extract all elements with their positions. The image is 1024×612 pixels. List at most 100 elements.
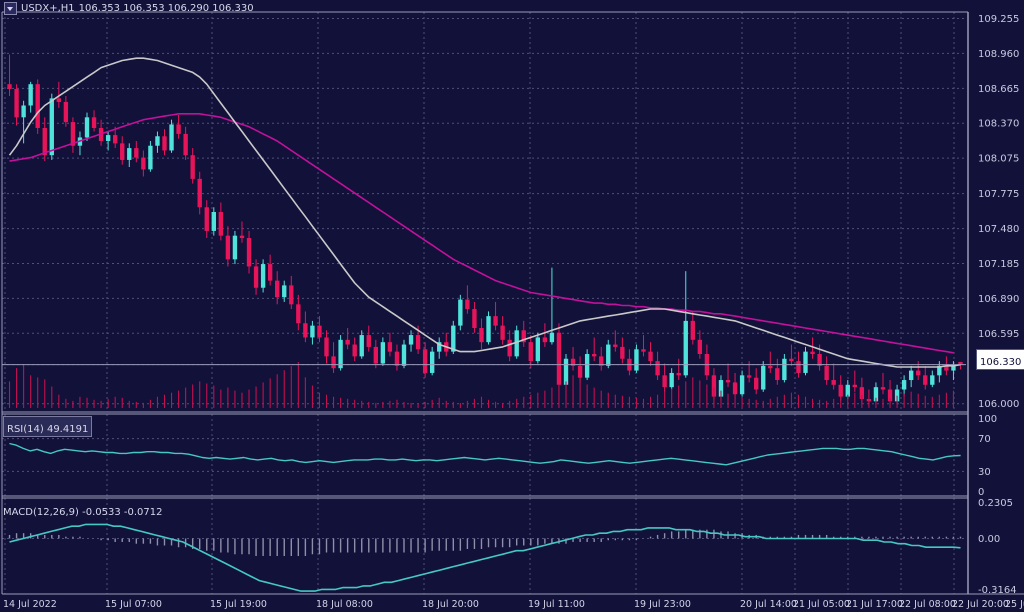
candle-body — [732, 382, 738, 395]
time-axis-label: 19 Jul 11:00 — [528, 599, 585, 610]
candle-body — [310, 325, 315, 338]
candle-body — [239, 235, 245, 239]
candle-body — [134, 148, 139, 158]
candle-body — [296, 304, 301, 324]
candle-body — [275, 280, 280, 298]
candle-body — [429, 351, 435, 373]
candle-body — [486, 316, 491, 343]
candle-body — [415, 335, 421, 350]
candle-body — [796, 361, 801, 373]
candle-body — [317, 325, 322, 338]
candle-body — [514, 330, 519, 357]
candle-body — [549, 332, 555, 343]
candle-body — [613, 344, 618, 347]
candle-body — [859, 387, 865, 399]
candle-body — [479, 327, 484, 343]
time-axis-label: 25 Jul 09:00 — [1005, 599, 1024, 610]
price-axis-tick: 106.595 — [978, 329, 1019, 340]
candle-body — [56, 98, 62, 102]
candle-body — [676, 372, 681, 376]
time-axis-label: 22 Jul 08:00 — [899, 599, 956, 610]
candle-body — [556, 332, 562, 385]
candle-body — [739, 375, 745, 395]
candle-body — [331, 356, 336, 369]
candle-body — [84, 117, 90, 138]
candle-body — [563, 358, 569, 385]
candle-body — [845, 384, 850, 397]
candle-body — [634, 349, 639, 371]
candle-body — [775, 368, 780, 381]
candle-body — [930, 375, 935, 385]
candle-body — [218, 212, 224, 236]
candle-body — [500, 325, 505, 340]
candle-body — [570, 358, 576, 366]
candle-body — [324, 337, 329, 357]
candle-body — [232, 235, 238, 260]
candle-body — [162, 136, 167, 151]
candle-body — [951, 364, 956, 371]
candle-body — [465, 299, 470, 310]
candle-body — [599, 356, 604, 366]
candle-body — [838, 384, 843, 397]
candle-body — [958, 361, 963, 365]
candle-body — [887, 389, 893, 402]
time-axis-label: 18 Jul 20:00 — [422, 599, 479, 610]
price-axis-tick: 108.075 — [978, 154, 1019, 165]
candle-body — [260, 264, 266, 288]
price-axis-tick: 109.255 — [978, 14, 1019, 25]
candle-body — [894, 389, 900, 402]
candle-body — [246, 238, 252, 267]
candle-body — [697, 339, 703, 355]
candle-body — [422, 349, 428, 373]
rsi-line — [9, 442, 961, 466]
candle-body — [683, 320, 688, 376]
candle-body — [183, 133, 188, 156]
time-axis-label: 15 Jul 19:00 — [210, 599, 267, 610]
candle-body — [338, 339, 343, 369]
candle-body — [373, 346, 378, 364]
candle-body — [690, 320, 695, 340]
candle-body — [873, 387, 879, 402]
macd-axis-tick: 0.00 — [978, 534, 1000, 545]
moving-average-slow-line — [9, 113, 954, 354]
candle-body — [49, 98, 54, 156]
candle-body — [14, 88, 19, 118]
candle-body — [669, 372, 674, 388]
candle-body — [253, 266, 259, 288]
candle-body — [148, 145, 153, 170]
candle-body — [535, 337, 541, 362]
candle-body — [662, 375, 667, 388]
candle-body — [901, 380, 907, 390]
candle-body — [937, 365, 942, 376]
candle-body — [437, 342, 442, 352]
candle-body — [169, 124, 174, 151]
candle-body — [620, 346, 625, 359]
macd-signal-line — [9, 523, 961, 592]
candle-body — [584, 354, 590, 378]
candle-body — [831, 380, 836, 385]
candle-body — [21, 105, 26, 118]
candle-body — [267, 264, 273, 281]
price-axis-tick: 106.000 — [978, 399, 1019, 410]
time-axis-label: 14 Jul 2022 — [3, 599, 57, 610]
candle-body — [120, 143, 125, 160]
candle-body — [824, 365, 829, 381]
candle-body — [451, 325, 456, 352]
candle-body — [204, 207, 209, 231]
candle-body — [880, 387, 886, 390]
candle-body — [916, 370, 921, 376]
moving-average-fast-line — [8, 57, 961, 368]
rsi-axis-tick: 100 — [978, 414, 997, 425]
rsi-axis-tick: 0 — [978, 487, 984, 498]
candle-body — [606, 344, 611, 366]
candle-body — [7, 84, 12, 89]
time-axis-label: 21 Jul 17:00 — [846, 599, 903, 610]
candle-body — [746, 375, 752, 378]
candle-body — [493, 316, 498, 326]
price-axis-tick: 106.890 — [978, 294, 1019, 305]
candle-body — [718, 380, 724, 397]
candle-body — [359, 335, 364, 357]
